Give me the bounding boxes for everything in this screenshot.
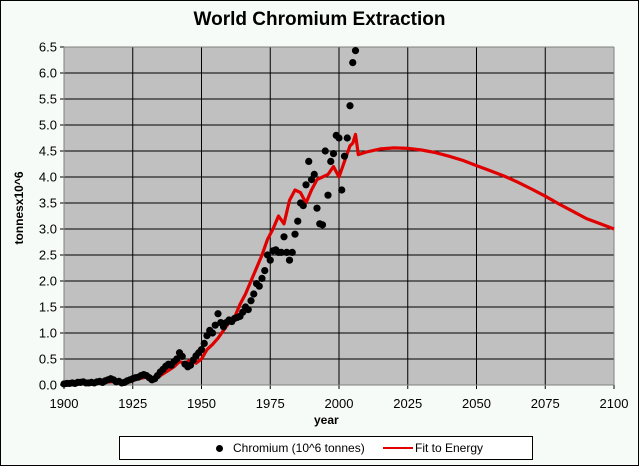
y-tick-label: 0.5 xyxy=(39,352,57,367)
legend-label-chromium: Chromium (10^6 tonnes) xyxy=(233,441,365,455)
chromium-data-point xyxy=(285,256,294,264)
y-tick-label: 1.0 xyxy=(39,326,57,341)
chromium-data-point xyxy=(321,147,329,155)
chromium-data-point xyxy=(255,282,263,290)
chromium-data-point xyxy=(288,248,296,256)
chromium-data-point xyxy=(302,181,310,189)
chromium-data-point xyxy=(310,170,318,178)
chromium-data-point xyxy=(250,290,258,298)
chromium-data-point xyxy=(214,310,222,318)
y-tick-label: 5.0 xyxy=(39,118,57,133)
chromium-data-point xyxy=(247,297,255,305)
chromium-data-point xyxy=(335,134,343,142)
x-tick-label: 2050 xyxy=(462,396,491,411)
y-tick-label: 1.5 xyxy=(39,300,57,315)
chromium-data-point xyxy=(329,150,338,158)
x-tick-label: 2075 xyxy=(531,396,560,411)
chromium-data-point xyxy=(349,59,357,67)
chromium-data-point xyxy=(197,346,206,354)
chromium-data-point xyxy=(208,329,217,337)
chromium-data-point xyxy=(244,306,252,314)
y-tick-label: 4.0 xyxy=(39,170,57,185)
x-tick-label: 1975 xyxy=(256,396,285,411)
y-tick-label: 0.0 xyxy=(39,378,57,393)
x-tick-label: 2025 xyxy=(393,396,422,411)
y-axis-label: tonnesx10^6 xyxy=(12,171,26,245)
x-axis-label: year xyxy=(314,413,339,427)
chromium-data-point xyxy=(305,157,313,165)
chromium-data-point xyxy=(291,230,299,238)
legend-item-chromium: Chromium (10^6 tonnes) xyxy=(216,441,365,455)
chromium-data-point xyxy=(258,274,266,282)
legend-marker-dot-icon xyxy=(216,444,223,452)
y-tick-label: 5.5 xyxy=(39,92,57,107)
chart-title: World Chromium Extraction xyxy=(193,9,446,30)
chromium-data-point xyxy=(266,256,274,264)
chromium-data-point xyxy=(173,355,181,363)
y-tick-label: 4.5 xyxy=(39,144,57,159)
x-tick-label: 1925 xyxy=(118,396,147,411)
chromium-data-point xyxy=(280,233,288,241)
chromium-data-point xyxy=(338,186,346,194)
chromium-data-point xyxy=(178,352,186,360)
legend-item-fit: Fit to Energy xyxy=(383,441,483,455)
chromium-data-point xyxy=(327,157,335,165)
chromium-data-point xyxy=(277,248,285,256)
y-tick-label: 2.0 xyxy=(39,274,57,289)
chromium-data-point xyxy=(283,248,291,256)
chromium-data-point xyxy=(211,321,219,329)
x-tick-label: 1950 xyxy=(187,396,216,411)
legend-label-fit: Fit to Energy xyxy=(415,441,484,455)
chromium-data-point xyxy=(294,217,302,225)
x-tick-label: 2000 xyxy=(325,396,354,411)
chromium-data-point xyxy=(299,202,307,210)
legend-marker-line-icon xyxy=(383,447,413,449)
legend: Chromium (10^6 tonnes) Fit to Energy xyxy=(119,436,533,460)
y-tick-label: 6.0 xyxy=(39,66,57,81)
chromium-data-point xyxy=(346,102,354,110)
chromium-data-point xyxy=(200,339,208,347)
chromium-data-point xyxy=(351,47,360,55)
y-tick-label: 3.5 xyxy=(39,196,57,211)
y-tick-label: 6.5 xyxy=(39,40,57,55)
y-tick-label: 2.5 xyxy=(39,248,57,263)
chromium-data-point xyxy=(343,134,351,142)
x-tick-label: 2100 xyxy=(600,396,629,411)
chromium-data-point xyxy=(318,221,327,229)
chromium-data-point xyxy=(340,152,349,160)
chromium-data-point xyxy=(261,267,269,275)
chromium-data-point xyxy=(313,204,321,212)
x-tick-label: 1900 xyxy=(50,396,79,411)
y-tick-label: 3.0 xyxy=(39,222,57,237)
chromium-data-point xyxy=(324,191,332,199)
